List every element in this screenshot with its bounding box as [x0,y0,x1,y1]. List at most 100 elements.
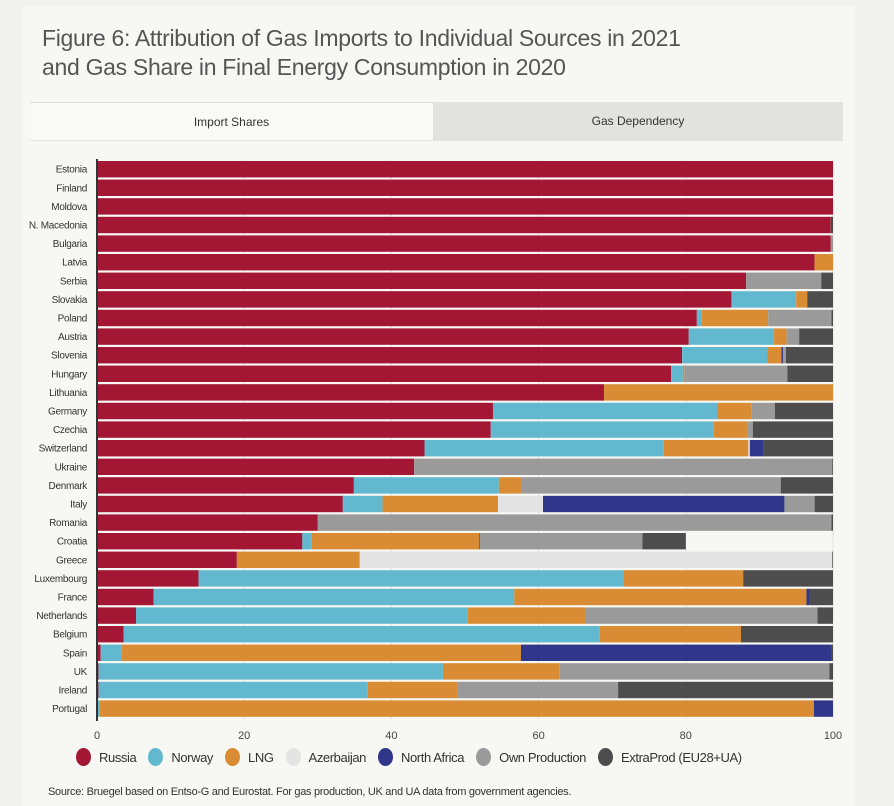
bar-segment-own-production [520,477,781,494]
bar-segment-lng [311,533,479,550]
legend-label: North Africa [400,749,465,765]
country-label: Moldova [51,202,87,213]
bar-segment-norway [342,495,383,513]
bar-segment-extraprod-eu28-ua [817,607,833,624]
bar-segment-extraprod-eu28-ua [785,347,833,364]
country-label: Portugal [52,704,87,715]
country-label: UK [74,667,88,678]
bar-segment-russia [97,161,833,178]
bar-segment-lng [767,347,782,364]
bar-segment-north-africa [520,644,832,661]
bar-segment-norway [123,626,600,643]
bar-segment-norway [153,588,515,606]
bar-segment-lng [774,328,787,345]
bar-segment-norway [688,328,775,345]
tab-import-shares[interactable]: Import Shares [30,102,433,141]
bar-segment-russia [97,570,199,587]
legend-label: Norway [171,749,214,765]
country-label: Croatia [57,537,88,548]
bar-segment-russia [97,588,154,606]
bar-segment-north-africa [543,495,785,513]
bar-segment-extraprod-eu28-ua [780,477,833,494]
bar-segment-russia [97,514,318,531]
bar-segment-norway [424,440,664,457]
country-label: Spain [63,648,87,659]
country-label: Ireland [59,686,87,697]
bar-segment-extraprod-eu28-ua [763,440,833,457]
bar-segment-russia [97,402,493,420]
legend-label: Russia [99,749,137,765]
legend-item: Russia [76,748,137,766]
bar-segment-norway [98,681,368,699]
bar-segment-russia [97,309,697,327]
bar-segment-russia [97,551,237,568]
bar-segment-own-production [684,365,788,382]
bar-segment-lng [814,254,833,271]
country-label: Slovakia [52,295,88,306]
bar-segment-lng [796,291,808,308]
bar-segment-north-africa [813,700,833,717]
country-label: Netherlands [36,611,87,622]
country-label: Poland [58,314,87,325]
bar-segment-extraprod-eu28-ua [642,533,686,550]
bar-segment-norway [100,644,123,661]
country-label: Estonia [56,165,88,176]
bar-segment-own-production [457,681,619,699]
bar-segment-russia [97,198,833,215]
legend-item: North Africa [377,748,465,766]
country-label: Finland [56,183,87,194]
bar-segment-own-production [746,272,822,289]
bar-segment-north-africa [749,440,764,457]
country-label: Belgium [53,630,87,641]
bar-segment-russia [97,626,124,643]
tab-gas-dependency[interactable]: Gas Dependency [433,102,843,140]
title-line-2: and Gas Share in Final Energy Consumptio… [42,54,566,80]
legend-swatch-icon [225,748,241,766]
bar-segment-lng [663,440,749,457]
bar-segment-north-africa [781,347,783,364]
bar-segment-own-production [479,533,643,550]
country-label: N. Macedonia [29,221,88,232]
bar-segment-lng [498,477,521,494]
bar-segment-russia [97,384,605,401]
x-tick-label: 20 [238,730,250,740]
bar-segment-extraprod-eu28-ua [799,328,833,345]
bar-segment-norway [198,570,624,587]
bar-segment-extraprod-eu28-ua [814,495,833,513]
bar-segment-extraprod-eu28-ua [832,551,833,568]
bar-segment-lng [713,421,748,438]
bar-segment-extraprod-eu28-ua [829,663,833,680]
country-label: Denmark [49,481,89,492]
bar-segment-extraprod-eu28-ua [752,421,833,438]
bar-segment-own-production [414,458,833,475]
bar-segment-lng [367,681,458,699]
stacked-bar-chart: 0 20 40 60 80 100 Estonia Finland Moldova N. Mace… [29,159,842,740]
country-label: Switzerland [39,444,87,455]
bar-segment-lng [514,588,807,606]
bar-segment-own-production [786,328,800,345]
bar-segment-russia [97,495,343,513]
bar-segment-extraprod-eu28-ua [741,626,833,643]
bar-segment-norway [731,291,797,308]
bar-segment-lng [682,365,685,382]
country-label: France [58,593,88,604]
bar-segment-russia [97,216,831,234]
bar-segment-own-production [317,514,832,531]
legend-label: Own Production [499,749,587,765]
bar-segment-extraprod-eu28-ua [774,402,833,420]
bar-segment-norway [490,421,714,438]
bar-segment-lng [122,644,521,661]
legend-item: ExtraProd (EU28+UA) [598,748,742,766]
country-label: Germany [48,407,87,418]
country-label: Slovenia [51,351,88,362]
title-line-1: Figure 6: Attribution of Gas Imports to … [42,25,681,51]
x-tick-label: 40 [385,730,397,740]
country-label: Luxembourg [34,574,87,585]
bar-segment-russia [97,440,425,457]
bar-segment-north-africa [478,533,480,550]
bar-segment-lng [442,663,560,680]
bar-segment-norway [492,402,718,420]
country-label: Latvia [62,258,88,269]
bar-segment-own-production [782,347,786,364]
bar-segment-azerbaijan [498,495,544,513]
